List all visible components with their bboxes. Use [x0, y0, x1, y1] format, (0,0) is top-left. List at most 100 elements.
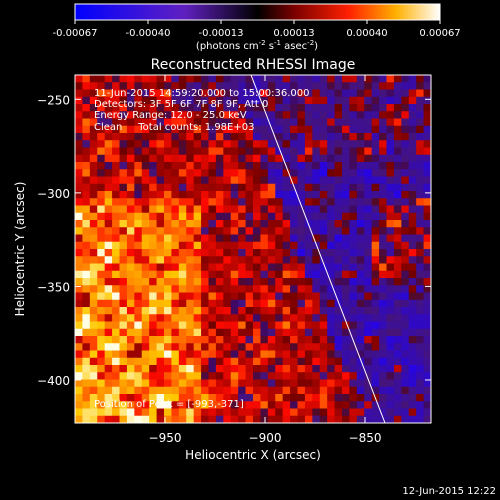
heatmap-pixel [356, 365, 365, 373]
heatmap-pixel [215, 198, 224, 207]
heatmap-pixel [171, 292, 180, 301]
heatmap-pixel [267, 379, 276, 388]
heatmap-pixel [201, 111, 210, 120]
heatmap-pixel [349, 198, 358, 207]
heatmap-pixel [230, 133, 239, 141]
heatmap-pixel [297, 372, 306, 381]
heatmap-pixel [171, 307, 180, 315]
heatmap-pixel [408, 140, 417, 149]
heatmap-pixel [156, 415, 165, 423]
heatmap-pixel [230, 82, 239, 91]
heatmap-pixel [149, 162, 158, 170]
heatmap-pixel [356, 278, 365, 286]
heatmap-pixel [89, 96, 98, 105]
heatmap-pixel [112, 118, 121, 127]
heatmap-pixel [89, 241, 98, 250]
heatmap-pixel [393, 75, 402, 83]
heatmap-pixel [416, 299, 425, 308]
heatmap-pixel [126, 350, 135, 359]
heatmap-pixel [238, 321, 247, 330]
heatmap-pixel [364, 183, 373, 192]
heatmap-pixel [275, 379, 284, 388]
heatmap-pixel [230, 241, 239, 250]
heatmap-pixel [282, 249, 291, 257]
heatmap-pixel [423, 386, 431, 395]
heatmap-pixel [164, 307, 173, 315]
heatmap-pixel [141, 357, 150, 366]
heatmap-pixel [334, 220, 343, 228]
heatmap-pixel [134, 82, 143, 91]
heatmap-pixel [423, 263, 431, 272]
heatmap-pixel [327, 249, 336, 257]
heatmap-pixel [126, 118, 135, 127]
heatmap-pixel [290, 111, 299, 120]
heatmap-pixel [112, 191, 121, 199]
heatmap-pixel [97, 169, 106, 178]
heatmap-pixel [342, 176, 351, 185]
heatmap-pixel [164, 169, 173, 178]
heatmap-pixel [75, 328, 84, 337]
heatmap-pixel [401, 140, 410, 149]
heatmap-pixel [416, 372, 425, 381]
heatmap-pixel [82, 147, 91, 156]
heatmap-pixel [312, 205, 321, 214]
heatmap-pixel [282, 169, 291, 178]
heatmap-pixel [126, 154, 135, 163]
heatmap-pixel [386, 183, 395, 192]
heatmap-pixel [178, 234, 187, 243]
heatmap-pixel [275, 169, 284, 178]
heatmap-pixel [386, 147, 395, 156]
heatmap-pixel [275, 394, 284, 402]
heatmap-pixel [267, 328, 276, 337]
heatmap-pixel [319, 104, 328, 112]
heatmap-pixel [230, 140, 239, 149]
heatmap-pixel [201, 104, 210, 112]
heatmap-pixel [297, 401, 306, 410]
heatmap-pixel [282, 104, 291, 112]
heatmap-pixel [112, 415, 121, 423]
heatmap-pixel [104, 212, 113, 221]
heatmap-pixel [223, 278, 232, 286]
heatmap-pixel [423, 183, 431, 192]
heatmap-pixel [223, 147, 232, 156]
heatmap-pixel [119, 118, 128, 127]
heatmap-pixel [89, 314, 98, 323]
heatmap-pixel [312, 133, 321, 141]
heatmap-pixel [82, 169, 91, 178]
heatmap-pixel [275, 234, 284, 243]
heatmap-pixel [245, 256, 254, 265]
heatmap-pixel [112, 328, 121, 337]
heatmap-pixel [230, 96, 239, 105]
heatmap-pixel [342, 278, 351, 286]
heatmap-pixel [119, 270, 128, 279]
heatmap-pixel [141, 379, 150, 388]
heatmap-pixel [134, 350, 143, 359]
heatmap-pixel [267, 249, 276, 257]
heatmap-pixel [319, 220, 328, 228]
heatmap-pixel [304, 220, 313, 228]
heatmap-pixel [379, 147, 388, 156]
heatmap-pixel [327, 343, 336, 352]
heatmap-pixel [416, 140, 425, 149]
heatmap-pixel [253, 176, 262, 185]
heatmap-pixel [215, 321, 224, 330]
heatmap-pixel [393, 89, 402, 98]
heatmap-pixel [393, 205, 402, 214]
heatmap-pixel [423, 104, 431, 112]
heatmap-pixel [319, 408, 328, 417]
heatmap-pixel [349, 118, 358, 127]
heatmap-pixel [134, 234, 143, 243]
heatmap-pixel [126, 415, 135, 423]
heatmap-pixel [245, 292, 254, 301]
heatmap-pixel [223, 379, 232, 388]
heatmap-pixel [356, 140, 365, 149]
heatmap-pixel [267, 307, 276, 315]
heatmap-pixel [186, 365, 195, 373]
heatmap-pixel [282, 278, 291, 286]
heatmap-pixel [89, 220, 98, 228]
heatmap-pixel [379, 191, 388, 199]
heatmap-pixel [356, 75, 365, 83]
heatmap-pixel [401, 328, 410, 337]
heatmap-pixel [356, 343, 365, 352]
heatmap-pixel [260, 96, 269, 105]
